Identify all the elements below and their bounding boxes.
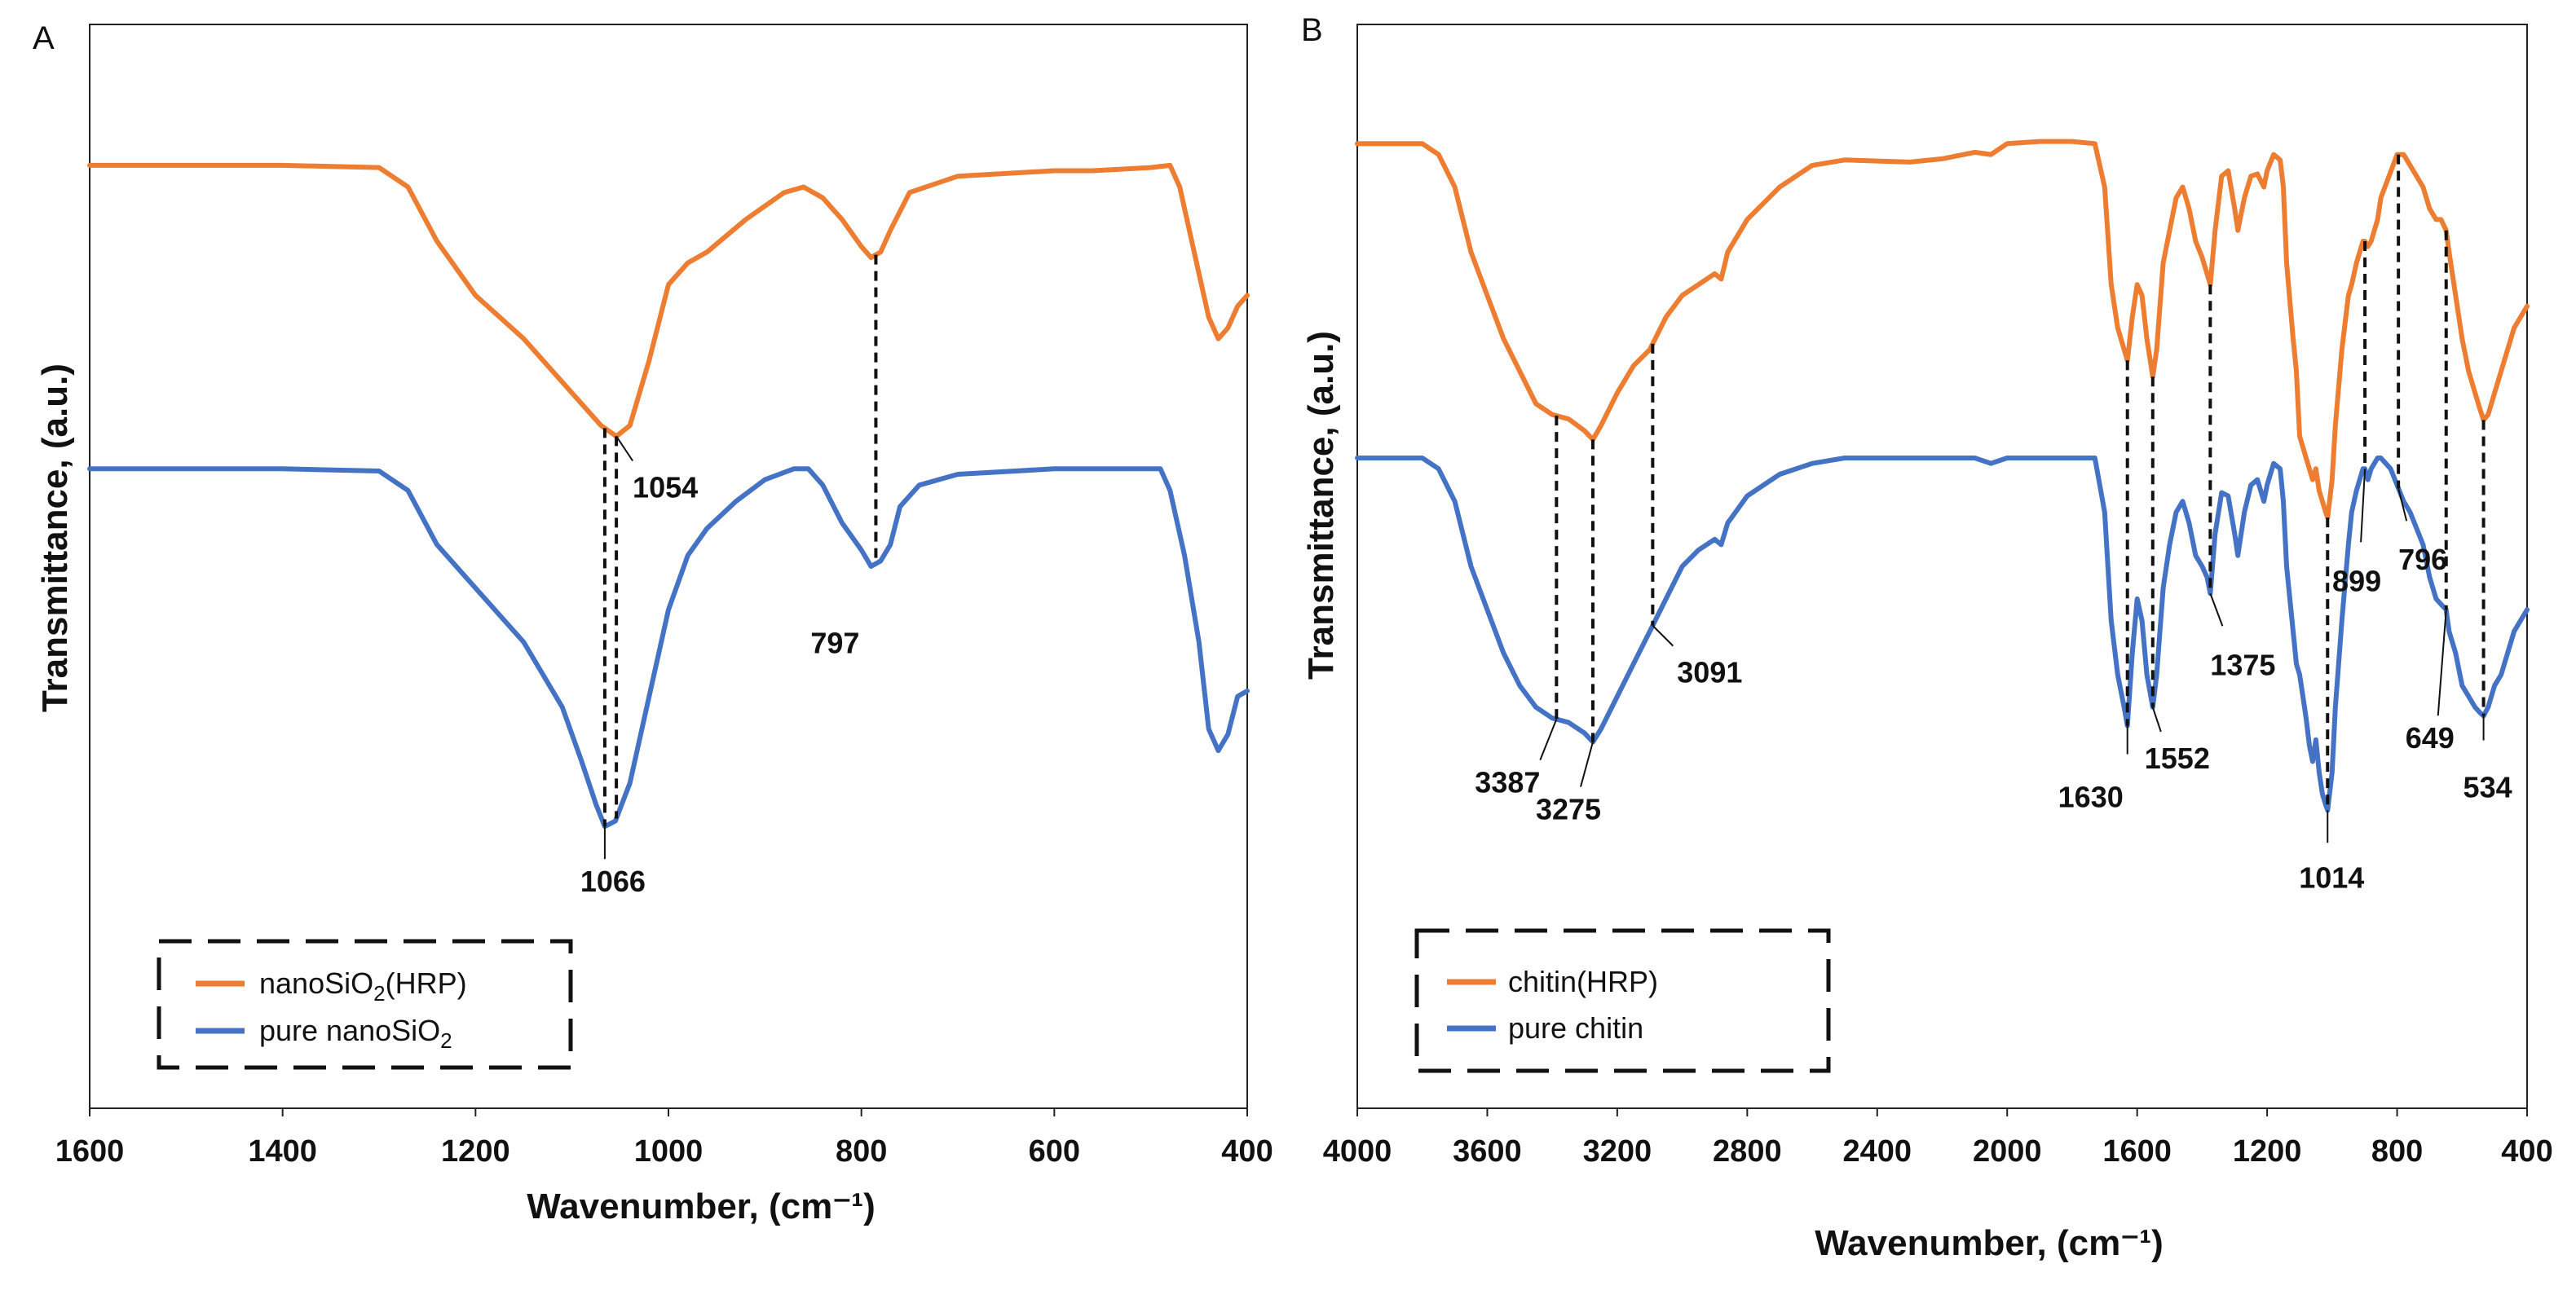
panel-b-x-tick-label: 2800 bbox=[1713, 1134, 1782, 1169]
peak-label-1630: 1630 bbox=[2058, 781, 2124, 814]
peak-label-1054: 1054 bbox=[633, 470, 698, 504]
peak-label-797: 797 bbox=[810, 627, 859, 660]
panel-a-legend: nanoSiO2(HRP) pure nanoSiO2 bbox=[157, 939, 573, 1070]
panel-a-x-tick-label: 1400 bbox=[248, 1134, 317, 1169]
peak-label-649: 649 bbox=[2406, 721, 2455, 755]
peak-label-1066: 1066 bbox=[580, 865, 646, 898]
peak-leader-1054 bbox=[615, 435, 633, 461]
peak-label-899: 899 bbox=[2332, 564, 2381, 597]
peak-leader-796 bbox=[2397, 487, 2408, 522]
peak-label-3275: 3275 bbox=[1536, 792, 1601, 826]
panel-b-frame bbox=[1356, 24, 2528, 1109]
panel-a-series-hrp-line bbox=[87, 162, 1250, 439]
panel-a: A 1600 1400 1200 1000 800 600 400 10541066797 … bbox=[33, 20, 1273, 1226]
panel-a-x-tick-label: 400 bbox=[1221, 1134, 1273, 1169]
panel-a-x-tick-label: 1200 bbox=[441, 1134, 510, 1169]
panel-b-x-tick-label: 3600 bbox=[1453, 1134, 1522, 1169]
panel-b-legend-label-pure: pure chitin bbox=[1508, 1011, 1643, 1045]
panel-a-x-tick-label: 600 bbox=[1029, 1134, 1080, 1169]
panel-a-legend-box bbox=[157, 939, 573, 1070]
peak-leader-3387 bbox=[1539, 719, 1558, 760]
panel-a-series-pure-line bbox=[87, 466, 1250, 830]
panel-a-y-axis-label: Transmittance, (a.u.) bbox=[35, 363, 75, 712]
panel-a-x-tick-label: 1000 bbox=[634, 1134, 704, 1169]
peak-label-1375: 1375 bbox=[2210, 648, 2275, 681]
peak-label-1014: 1014 bbox=[2299, 861, 2364, 894]
panel-b-series-pure-line bbox=[1355, 456, 2530, 813]
peak-label-796: 796 bbox=[2398, 543, 2447, 576]
panel-a-legend-label-pure: pure nanoSiO2 bbox=[259, 1014, 452, 1053]
peak-leader-899 bbox=[2360, 469, 2366, 543]
panel-b-letter: B bbox=[1301, 12, 1323, 48]
peak-leader-3275 bbox=[1580, 742, 1594, 787]
panel-a-x-axis-label: Wavenumber, (cm⁻¹) bbox=[527, 1187, 875, 1226]
peak-label-3387: 3387 bbox=[1475, 766, 1540, 799]
peak-label-1552: 1552 bbox=[2145, 742, 2210, 775]
panel-b: B 4000 3600 3200 2800 2400 2000 1600 1200 800 400… bbox=[1301, 12, 2553, 1263]
panel-a-x-tick-label: 800 bbox=[836, 1134, 887, 1169]
panel-b-legend-label-hrp: chitin(HRP) bbox=[1508, 965, 1658, 998]
panel-b-x-tick-label: 2000 bbox=[1973, 1134, 2042, 1169]
panel-a-legend-label-hrp: nanoSiO2(HRP) bbox=[259, 966, 467, 1006]
panel-b-series-hrp-line bbox=[1355, 139, 2530, 521]
panel-a-x-tick-label: 1600 bbox=[55, 1134, 125, 1169]
peak-label-3091: 3091 bbox=[1677, 656, 1742, 689]
panel-b-x-axis-label: Wavenumber, (cm⁻¹) bbox=[1815, 1223, 2163, 1263]
panel-b-x-tick-label: 3200 bbox=[1583, 1134, 1652, 1169]
panel-b-y-axis-label: Transmittance, (a.u.) bbox=[1301, 331, 1341, 680]
peak-leader-1552 bbox=[2151, 707, 2162, 733]
peak-label-534: 534 bbox=[2464, 771, 2512, 804]
panel-b-legend: chitin(HRP) pure chitin bbox=[1414, 928, 1831, 1073]
panel-b-x-tick-label: 400 bbox=[2501, 1134, 2552, 1169]
panel-b-x-tick-label: 1200 bbox=[2233, 1134, 2302, 1169]
panel-b-x-tick-label: 2400 bbox=[1843, 1134, 1912, 1169]
peak-leader-3091 bbox=[1652, 624, 1674, 647]
peak-leader-649 bbox=[2437, 610, 2447, 716]
panel-b-legend-box bbox=[1414, 928, 1831, 1073]
peak-leader-1375 bbox=[2209, 592, 2224, 627]
panel-b-x-tick-label: 800 bbox=[2371, 1134, 2423, 1169]
panel-b-x-tick-label: 4000 bbox=[1323, 1134, 1392, 1169]
panel-a-letter: A bbox=[33, 20, 55, 56]
panel-b-x-tick-label: 1600 bbox=[2102, 1134, 2172, 1169]
